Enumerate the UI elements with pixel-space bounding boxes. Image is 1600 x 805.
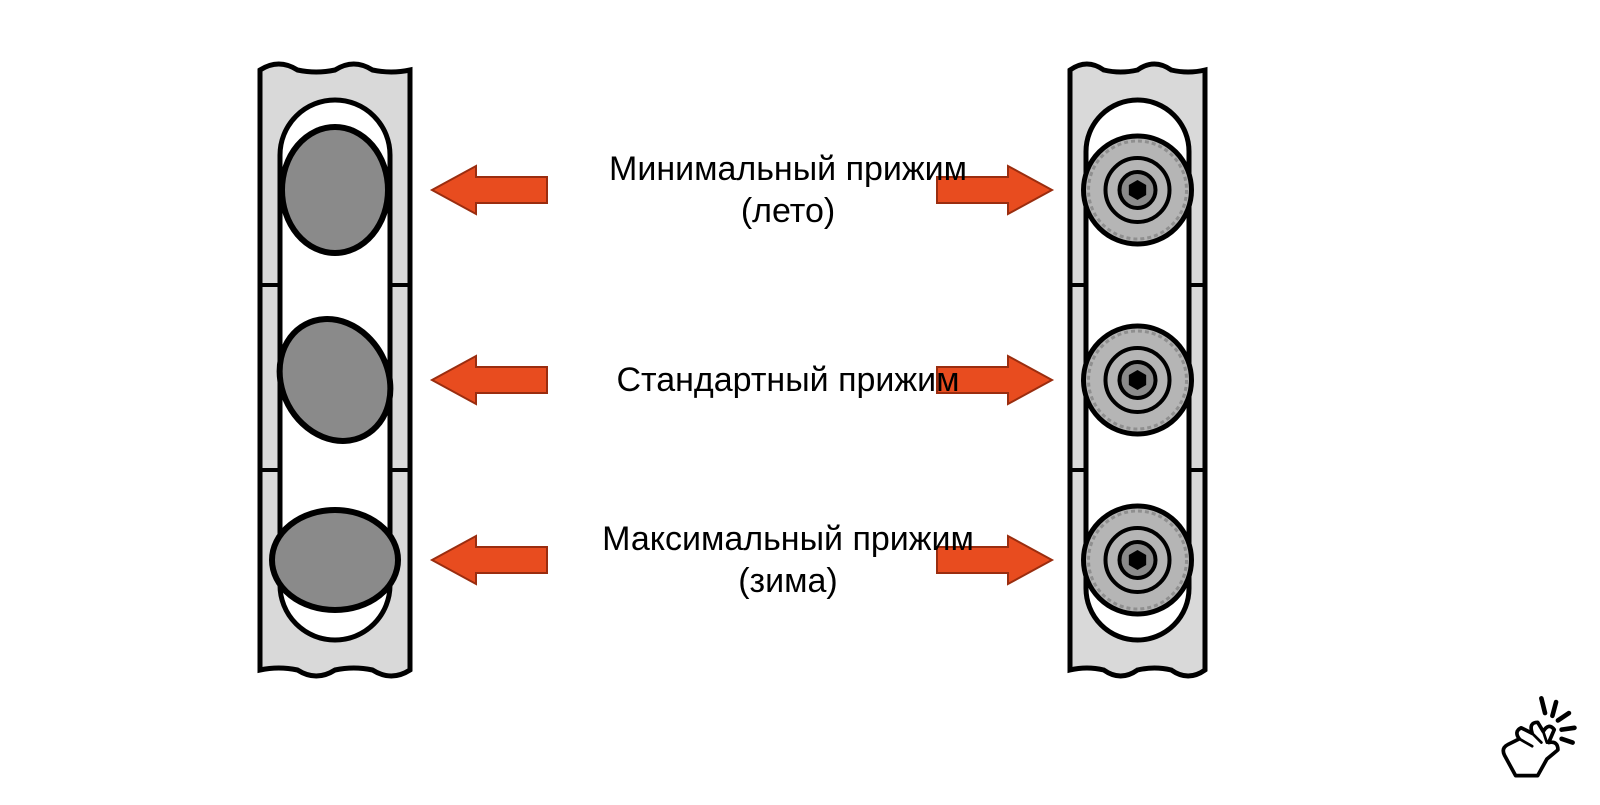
right-track [1070, 64, 1205, 676]
mode-label: Максимальный прижим(зима) [568, 518, 1008, 603]
mode-label-line2: (лето) [568, 190, 1008, 233]
mode-label-line1: Максимальный прижим [568, 518, 1008, 561]
left-track [259, 64, 412, 676]
pointer-arrow [432, 536, 547, 584]
mode-label-line1: Стандартный прижим [568, 359, 1008, 402]
roller-cam [1084, 506, 1192, 614]
roller-cam [1084, 326, 1192, 434]
eccentric-cam [282, 127, 388, 253]
mode-label: Стандартный прижим [568, 359, 1008, 402]
pointer-arrow [432, 166, 547, 214]
roller-cam [1084, 136, 1192, 244]
pointer-arrow [432, 356, 547, 404]
mode-label-line1: Минимальный прижим [568, 148, 1008, 191]
mode-label-line2: (зима) [568, 560, 1008, 603]
mode-label: Минимальный прижим(лето) [568, 148, 1008, 233]
eccentric-cam [272, 510, 398, 610]
snap-fingers-icon [1488, 691, 1580, 783]
watermark-logo [1488, 691, 1580, 788]
